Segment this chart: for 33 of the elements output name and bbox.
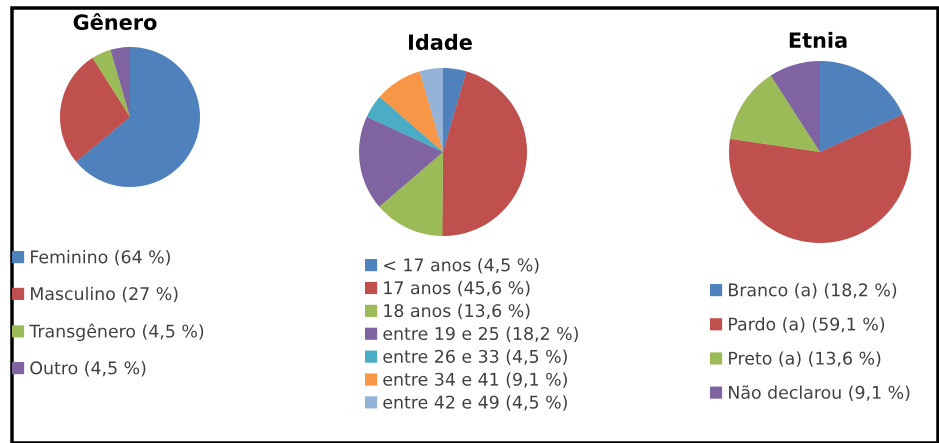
pie-slice [442, 71, 527, 236]
pie-slice [729, 114, 911, 243]
legend-label: Branco (a) (18,2 %) [729, 283, 896, 298]
legend-label: 17 anos (45,6 %) [384, 280, 530, 296]
legend-label: Preto (a) (13,6 %) [729, 351, 880, 367]
legend-label: entre 42 e 49 (4,5 %) [383, 395, 567, 411]
pie-slice [92, 50, 130, 117]
legend-label: Transgênero (4,5 %) [29, 324, 204, 342]
pie-slice [60, 58, 130, 162]
pie-slice [730, 75, 820, 152]
pie-slice [380, 71, 443, 152]
legend-label: Não declarou (9,1 %) [729, 385, 910, 401]
chart-title: Idade [409, 34, 472, 50]
pie-slice [379, 152, 443, 236]
legend-label: 18 anos (13,6 %) [384, 304, 530, 320]
chart-title: Etnia [790, 32, 846, 48]
legend-label: Feminino (64 %) [31, 250, 170, 266]
pie-slice [820, 61, 903, 152]
legend-label: Pardo (a) (59,1 %) [729, 317, 884, 333]
pie-slice [366, 96, 443, 152]
pie-slice [770, 61, 820, 152]
legend-label: Masculino (27 %) [31, 286, 178, 302]
chart-title: Gênero [74, 13, 156, 30]
pie-slice [420, 68, 443, 152]
pie-slice [443, 68, 466, 152]
pie-slice [359, 116, 443, 207]
pie-slice [76, 47, 200, 187]
legend-label: Outro (4,5 %) [30, 361, 146, 376]
legend-label: entre 34 e 41 (9,1 %) [383, 372, 567, 388]
pie-slice [110, 47, 130, 117]
legend-label: < 17 anos (4,5 %) [384, 258, 539, 274]
legend-label: entre 26 e 33 (4,5 %) [383, 350, 567, 365]
legend-label: entre 19 e 25 (18,2 %) [383, 326, 578, 342]
